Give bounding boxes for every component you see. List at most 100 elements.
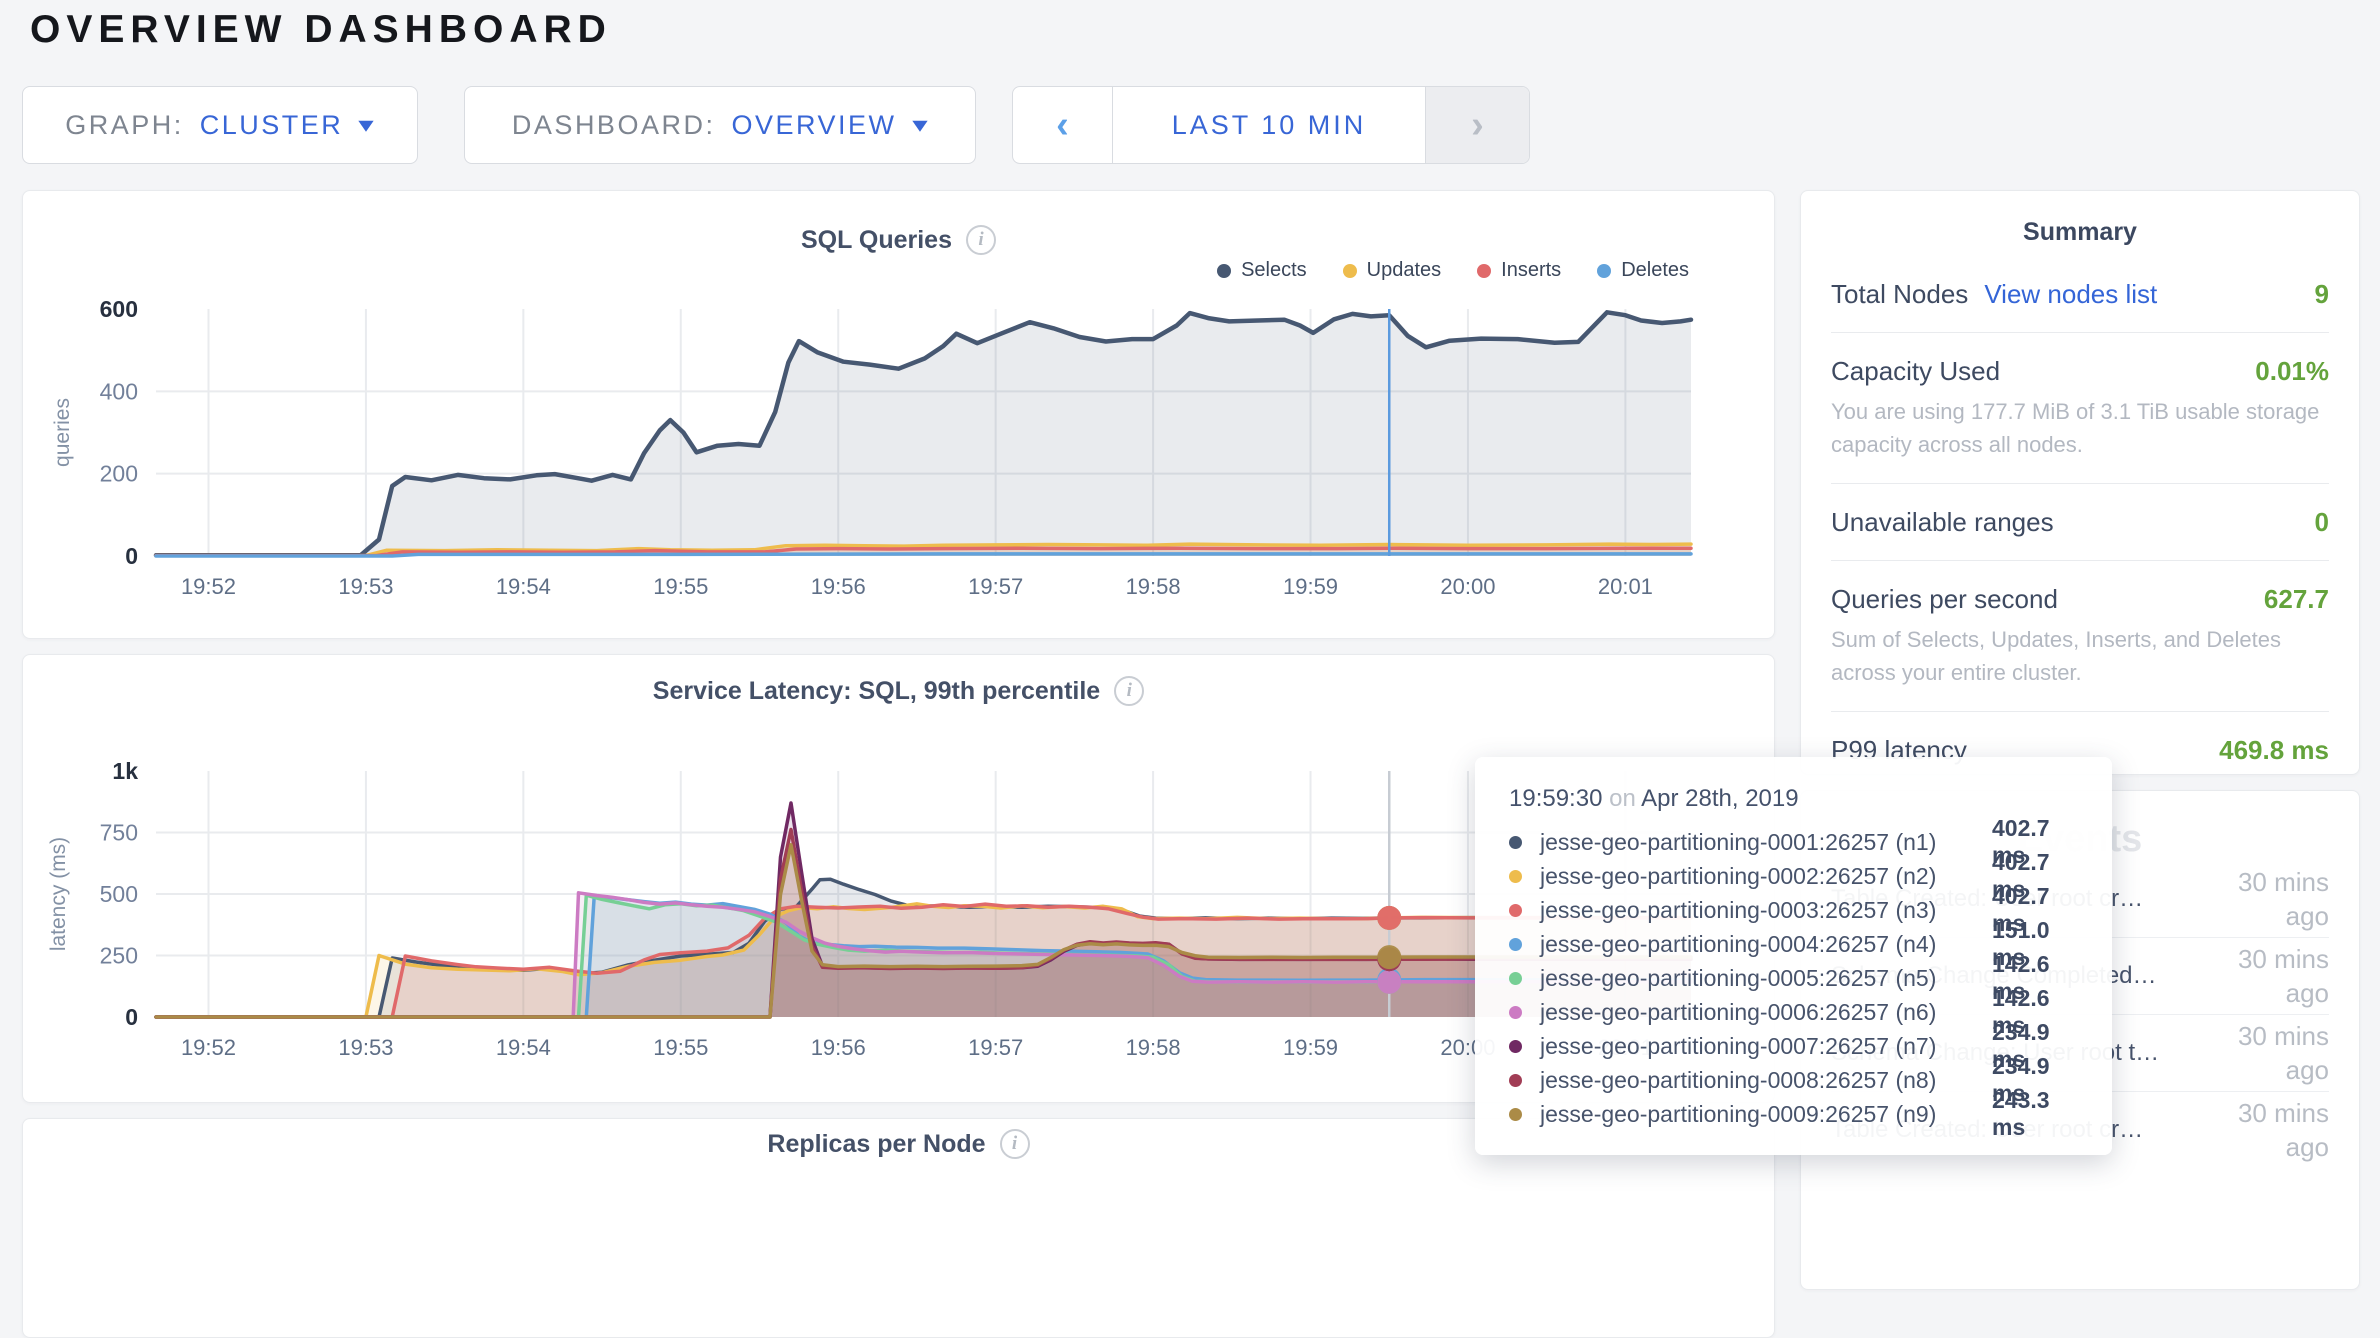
page-title: OVERVIEW DASHBOARD — [30, 8, 612, 51]
legend-item-inserts: Inserts — [1477, 259, 1561, 282]
time-range-prev-button[interactable]: ‹ — [1013, 87, 1113, 163]
svg-text:20:00: 20:00 — [1440, 574, 1495, 599]
legend-dot-icon — [1477, 263, 1492, 278]
replicas-title: Replicas per Node — [767, 1129, 986, 1158]
info-icon[interactable]: i — [966, 225, 996, 255]
legend-dot-icon — [1217, 263, 1232, 278]
svg-text:19:59: 19:59 — [1283, 1035, 1338, 1060]
dashboard-dropdown[interactable]: DASHBOARD: OVERVIEW ▾ — [464, 86, 976, 164]
sql-queries-card: SQL Queries i Selects Updates Inserts Delet… — [22, 190, 1775, 639]
tooltip-row: jesse-geo-partitioning-0001:26257 (n1) 40… — [1509, 815, 2078, 868]
svg-text:19:55: 19:55 — [653, 1035, 708, 1060]
latency-chart[interactable]: 19:52 19:53 19:54 19:55 19:56 19:57 19:58 19:59… — [23, 655, 1776, 1104]
svg-text:600: 600 — [100, 296, 138, 322]
svg-text:750: 750 — [100, 820, 138, 846]
total-nodes-value: 9 — [2314, 279, 2329, 309]
view-nodes-list-link[interactable]: View nodes list — [1984, 279, 2158, 309]
tooltip-timestamp: 19:59:30 on Apr 28th, 2019 — [1509, 785, 1799, 812]
sql-queries-title: SQL Queries — [801, 225, 952, 254]
tooltip-row: jesse-geo-partitioning-0004:26257 (n4) 15… — [1509, 917, 2078, 970]
svg-text:19:54: 19:54 — [496, 574, 551, 599]
svg-text:19:53: 19:53 — [338, 574, 393, 599]
sql-queries-legend: Selects Updates Inserts Deletes — [1217, 259, 1689, 282]
legend-item-selects: Selects — [1217, 259, 1307, 282]
svg-text:19:55: 19:55 — [653, 574, 708, 599]
time-range-label[interactable]: LAST 10 MIN — [1171, 109, 1367, 140]
chevron-down-icon: ▾ — [911, 112, 931, 137]
svg-text:19:59: 19:59 — [1283, 574, 1338, 599]
svg-text:19:54: 19:54 — [496, 1035, 551, 1060]
p99-latency-value: 469.8 ms — [2219, 735, 2329, 765]
svg-text:200: 200 — [100, 461, 138, 487]
graph-dropdown[interactable]: GRAPH: CLUSTER ▾ — [22, 86, 418, 164]
svg-text:250: 250 — [100, 943, 138, 969]
chevron-left-icon: ‹ — [1056, 103, 1069, 146]
legend-dot-icon — [1597, 263, 1612, 278]
series-dot-icon — [1509, 903, 1522, 917]
capacity-label: Capacity Used — [1831, 356, 2001, 386]
svg-text:latency (ms): latency (ms) — [47, 837, 70, 951]
tooltip-row: jesse-geo-partitioning-0002:26257 (n2) 40… — [1509, 849, 2078, 902]
svg-text:19:52: 19:52 — [181, 1035, 236, 1060]
qps-value: 627.7 — [2263, 584, 2329, 614]
svg-text:19:58: 19:58 — [1126, 1035, 1181, 1060]
legend-item-updates: Updates — [1342, 259, 1441, 282]
graph-dropdown-value: CLUSTER — [199, 109, 344, 140]
event-row: Schema Change Completed…30 mins ago — [1831, 938, 2329, 1015]
total-nodes-label: Total Nodes — [1831, 279, 1969, 309]
chevron-down-icon: ▾ — [358, 112, 378, 137]
summary-row-qps: Queries per second 627.7 Sum of Selects,… — [1831, 583, 2329, 689]
svg-text:19:52: 19:52 — [181, 574, 236, 599]
svg-text:queries: queries — [51, 398, 74, 467]
svg-text:0: 0 — [125, 1004, 138, 1030]
sql-queries-chart[interactable]: 19:52 19:53 19:54 19:55 19:56 19:57 19:58 19:59… — [23, 191, 1776, 640]
summary-row-total-nodes: Total Nodes View nodes list 9 — [1831, 278, 2329, 310]
qps-desc: Sum of Selects, Updates, Inserts, and De… — [1831, 627, 2282, 685]
info-icon[interactable]: i — [1114, 676, 1145, 706]
time-range-next-button[interactable]: › — [1425, 87, 1529, 163]
svg-text:1k: 1k — [112, 758, 138, 784]
summary-row-capacity: Capacity Used 0.01% You are using 177.7 … — [1831, 355, 2329, 461]
series-dot-icon — [1509, 1039, 1522, 1053]
svg-text:20:01: 20:01 — [1598, 574, 1653, 599]
info-icon[interactable]: i — [999, 1129, 1030, 1159]
capacity-value: 0.01% — [2255, 356, 2329, 386]
tooltip-row: jesse-geo-partitioning-0009:26257 (n9) 24… — [1509, 1087, 2078, 1140]
legend-dot-icon — [1342, 263, 1357, 278]
svg-text:400: 400 — [100, 378, 138, 404]
graph-dropdown-label: GRAPH: — [65, 109, 184, 140]
dashboard-dropdown-label: DASHBOARD: — [511, 109, 716, 140]
tooltip-row: jesse-geo-partitioning-0007:26257 (n7) 23… — [1509, 1019, 2078, 1072]
legend-item-deletes: Deletes — [1597, 259, 1689, 282]
capacity-desc: You are using 177.7 MiB of 3.1 TiB usabl… — [1831, 399, 2320, 457]
unavailable-ranges-label: Unavailable ranges — [1831, 507, 2054, 537]
svg-text:19:58: 19:58 — [1126, 574, 1181, 599]
svg-text:0: 0 — [125, 543, 138, 569]
unavailable-ranges-value: 0 — [2314, 507, 2329, 537]
svg-text:19:57: 19:57 — [968, 1035, 1023, 1060]
qps-label: Queries per second — [1831, 584, 2058, 614]
event-row: Table Created: User root cr…30 mins ago — [1831, 1098, 2329, 1162]
series-dot-icon — [1509, 869, 1522, 883]
svg-text:19:53: 19:53 — [338, 1035, 393, 1060]
time-range-picker: ‹ LAST 10 MIN › — [1012, 86, 1530, 164]
chart-tooltip: 19:59:30 on Apr 28th, 2019 jesse-geo-par… — [1475, 757, 2112, 1155]
svg-text:500: 500 — [100, 881, 138, 907]
svg-text:19:56: 19:56 — [811, 574, 866, 599]
svg-text:19:56: 19:56 — [811, 1035, 866, 1060]
tooltip-row: jesse-geo-partitioning-0003:26257 (n3) 40… — [1509, 883, 2078, 936]
series-dot-icon — [1509, 835, 1522, 849]
tooltip-row: jesse-geo-partitioning-0008:26257 (n8) 23… — [1509, 1053, 2078, 1106]
summary-heading: Summary — [2023, 218, 2137, 246]
series-dot-icon — [1509, 971, 1522, 985]
series-dot-icon — [1509, 937, 1522, 951]
latency-title: Service Latency: SQL, 99th percentile — [652, 676, 1101, 705]
summary-panel: Summary Total Nodes View nodes list 9 Ca… — [1800, 190, 2360, 775]
series-dot-icon — [1509, 1005, 1522, 1019]
chevron-right-icon: › — [1471, 103, 1484, 146]
dashboard-dropdown-value: OVERVIEW — [731, 109, 897, 140]
tooltip-row: jesse-geo-partitioning-0005:26257 (n5) 14… — [1509, 951, 2078, 1004]
tooltip-row: jesse-geo-partitioning-0006:26257 (n6) 14… — [1509, 985, 2078, 1038]
series-dot-icon — [1509, 1107, 1522, 1121]
summary-row-unavailable: Unavailable ranges 0 — [1831, 506, 2329, 538]
